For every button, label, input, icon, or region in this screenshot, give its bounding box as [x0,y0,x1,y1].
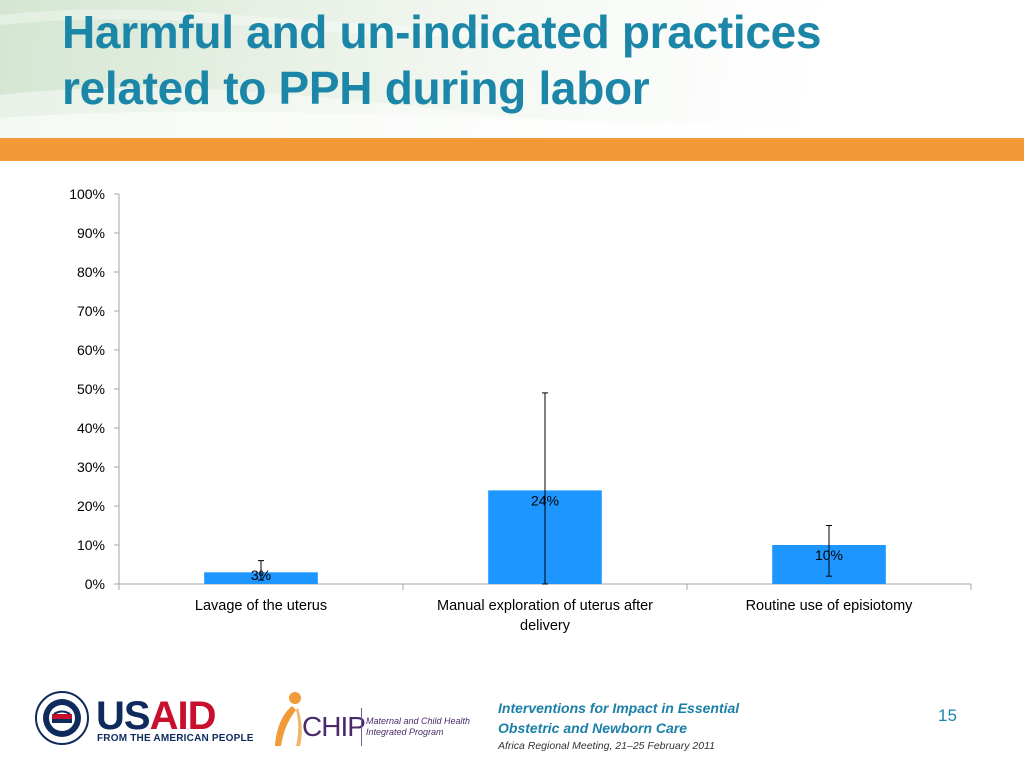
orange-divider-band [0,138,1024,161]
y-tick-label: 40% [77,420,105,436]
footer-meeting-info: Interventions for Impact in Essential Ob… [498,698,739,754]
mchip-subtitle-line-2: Integrated Program [366,727,444,737]
y-tick-label: 10% [77,537,105,553]
page-number: 15 [938,706,957,725]
mchip-wordmark: CHIP [302,711,366,742]
footer-line-3: Africa Regional Meeting, 21–25 February … [498,740,715,752]
usaid-wordmark-aid: AID [149,694,217,738]
mchip-subtitle: Maternal and Child Health Integrated Pro… [366,716,470,738]
slide-title: Harmful and un-indicated practices relat… [62,4,821,116]
chart-error-bars [258,392,832,585]
slide-title-line-2: related to PPH during labor [62,62,650,114]
y-tick-label: 20% [77,498,105,514]
y-tick-label: 60% [77,342,105,358]
usaid-tagline: FROM THE AMERICAN PEOPLE [97,733,254,744]
bar-chart: 0% 10% 20% 30% 40% 50% 60% 70% 80% 90% 100% 3% Lava… [69,186,972,634]
header-swoosh-decoration [0,9,1024,138]
mchip-figure-icon [275,692,302,746]
y-tick-label: 50% [77,381,105,397]
chart-labels: 3% Lavage of the uterus 24% Manual explorat… [195,492,913,634]
y-tick-label: 80% [77,264,105,280]
data-label: 10% [815,547,843,563]
y-tick-label: 70% [77,303,105,319]
category-label: Routine use of episiotomy [746,598,914,614]
slide-title-line-1: Harmful and un-indicated practices [62,6,822,58]
mchip-subtitle-line-1: Maternal and Child Health [366,716,471,726]
usaid-wordmark-us: US [96,694,151,738]
footer-line-2: Obstetric and Newborn Care [498,720,688,736]
footer-line-1: Interventions for Impact in Essential [498,700,740,716]
usaid-wordmark: USAID [96,694,217,738]
y-tick-label: 0% [85,576,105,592]
mchip-divider [361,708,362,746]
category-label: Manual exploration of uterus after [437,598,653,614]
data-label: 3% [251,567,271,583]
y-tick-label: 100% [69,186,105,202]
category-label: delivery [520,618,571,634]
y-tick-label: 30% [77,459,105,475]
data-label: 24% [531,492,559,508]
chart-axes: 0% 10% 20% 30% 40% 50% 60% 70% 80% 90% 100% [69,186,972,592]
usaid-seal-icon [35,691,89,745]
y-tick-label: 90% [77,225,105,241]
category-label: Lavage of the uterus [195,598,327,614]
